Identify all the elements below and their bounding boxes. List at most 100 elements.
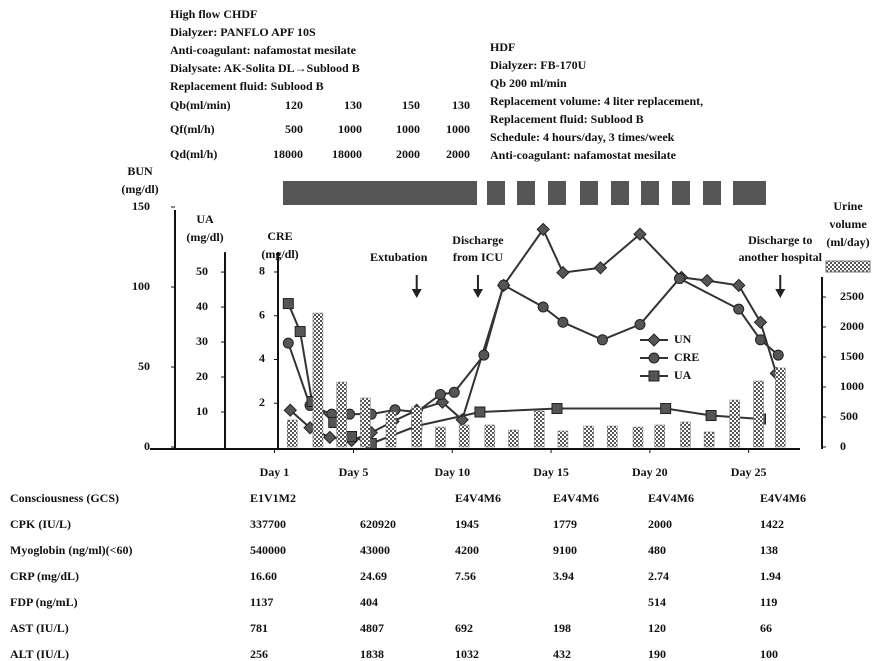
table-cell: 1838 (360, 647, 384, 661)
marker (478, 349, 490, 361)
table-cell: 100 (760, 647, 778, 661)
urine-bar (458, 424, 470, 448)
annotation: from ICU (453, 250, 503, 264)
marker (294, 326, 306, 338)
y-tick-label: 40 (196, 299, 208, 313)
table-cell: 256 (250, 647, 268, 661)
urine-bar (385, 411, 397, 448)
table-row-label: Myoglobin (ng/ml)(<60) (10, 543, 133, 557)
protocol-value: 1000 (446, 122, 470, 136)
protocol-value: 2000 (446, 147, 470, 161)
hdf-session (641, 181, 659, 205)
x-tick-label: Day 10 (434, 465, 470, 479)
x-tick-label: Day 5 (339, 465, 369, 479)
protocol-line: Dialyzer: PANFLO APF 10S (170, 25, 316, 39)
y-tick-label: 6 (259, 307, 265, 321)
y-axis-label: BUN (127, 164, 153, 178)
table-cell: 4200 (455, 543, 479, 557)
table-cell: E4V4M6 (455, 491, 501, 505)
protocol-line: Qb 200 ml/min (490, 76, 567, 90)
protocol-value: 130 (452, 98, 470, 112)
table-row-label: CRP (mg/dL) (10, 569, 79, 583)
table-cell: 1.94 (760, 569, 781, 583)
urine-bar (729, 399, 741, 448)
table-cell: 540000 (250, 543, 286, 557)
protocol-value: 1000 (338, 122, 362, 136)
table-cell: 2000 (648, 517, 672, 531)
treatment-bars (283, 181, 766, 205)
urine-bar (753, 380, 764, 448)
protocol-line: HDF (490, 40, 515, 54)
marker (753, 315, 768, 329)
arrow-head (472, 289, 483, 298)
marker (648, 370, 660, 382)
table-cell: 480 (648, 543, 666, 557)
y-tick-label: 1500 (840, 349, 864, 363)
legend-label: UN (674, 332, 692, 346)
urine-bar (654, 424, 665, 448)
y-tick-label: 4 (259, 351, 265, 365)
urine-bar (583, 425, 594, 448)
table-cell: 781 (250, 621, 268, 635)
protocol-value: 1000 (396, 122, 420, 136)
table-cell: 514 (648, 595, 666, 609)
urine-bar (508, 429, 519, 448)
table-row-label: Consciousness (GCS) (10, 491, 119, 505)
y-axis-label: UA (196, 212, 214, 226)
protocol-line: Replacement fluid: Sublood B (490, 112, 644, 126)
table-cell: 1779 (553, 517, 577, 531)
table-cell: 198 (553, 621, 571, 635)
protocol-value: 150 (402, 98, 420, 112)
urine-bar (336, 381, 347, 448)
hdf-session (611, 181, 629, 205)
marker (634, 318, 646, 330)
y-tick-label: 500 (840, 409, 858, 423)
marker (536, 222, 550, 237)
y-tick-label: 30 (196, 334, 208, 348)
y-axis-label: (mg/dl) (261, 247, 298, 261)
protocol-line: Anti-coagulant: nafamostat mesilate (490, 148, 677, 162)
marker (282, 337, 294, 349)
hdf-session (733, 181, 751, 205)
y-tick-label: 20 (196, 369, 208, 383)
marker (593, 261, 608, 275)
y-tick-label: 50 (138, 359, 150, 373)
marker (633, 227, 647, 241)
table-cell: E4V4M6 (760, 491, 806, 505)
table-cell: 119 (760, 595, 777, 609)
annotation: Discharge (452, 233, 504, 247)
table-cell: 16.60 (250, 569, 277, 583)
y-tick-label: 2 (259, 395, 265, 409)
hdf-session (517, 181, 535, 205)
marker (498, 279, 510, 291)
annotation: Extubation (370, 250, 428, 264)
table-cell: E4V4M6 (648, 491, 694, 505)
x-tick-label: Day 15 (533, 465, 569, 479)
urine-bar (435, 426, 446, 448)
chdf-period (283, 181, 477, 205)
protocol-row-label: Qd(ml/h) (170, 147, 217, 161)
table-cell: 620920 (360, 517, 396, 531)
marker (596, 334, 608, 346)
hdf-session (672, 181, 690, 205)
marker (556, 265, 570, 280)
y-tick-label: 10 (196, 404, 208, 418)
table-cell: E1V1M2 (250, 491, 296, 505)
table-cell: 7.56 (455, 569, 476, 583)
marker (660, 403, 672, 415)
marker (754, 334, 766, 346)
arrow-head (775, 289, 786, 298)
table-cell: 9100 (553, 543, 577, 557)
y-tick-label: 150 (132, 199, 150, 213)
marker (551, 403, 563, 415)
urine-bar (607, 425, 618, 448)
table-row-label: FDP (ng/mL) (10, 595, 78, 609)
protocol-value: 18000 (273, 147, 303, 161)
table-cell: 138 (760, 543, 778, 557)
marker (435, 395, 450, 409)
marker (448, 386, 460, 398)
table-cell: 2.74 (648, 569, 669, 583)
marker (648, 352, 660, 364)
table-cell: E4V4M6 (553, 491, 599, 505)
marker (705, 410, 717, 422)
